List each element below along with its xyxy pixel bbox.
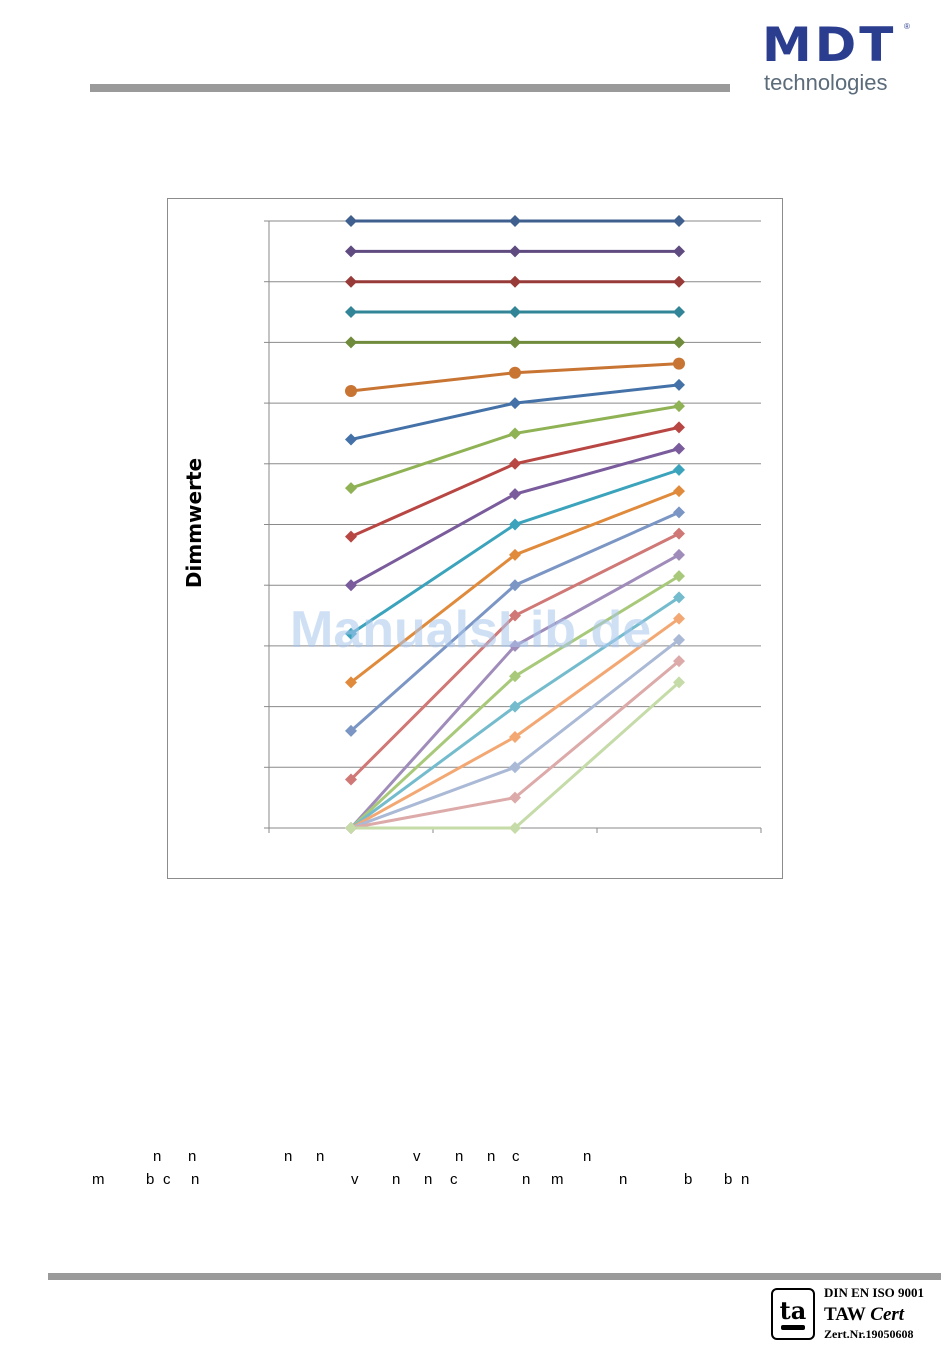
text-fragment-line1: n	[455, 1148, 464, 1165]
text-fragment-line1: n	[487, 1148, 496, 1165]
series-7-point	[345, 433, 357, 446]
series-20-point	[509, 791, 521, 804]
text-fragment-line2: n	[392, 1171, 401, 1188]
series-21-point	[345, 822, 357, 834]
series-3-point	[509, 275, 521, 288]
cert-issuer: TAW Cert	[824, 1304, 904, 1326]
series-9-point	[673, 421, 685, 434]
series-12-point	[345, 676, 357, 689]
text-fragment-line2: n	[522, 1171, 531, 1188]
series-17-point	[509, 700, 521, 713]
series-2-point	[345, 245, 357, 258]
series-6-point	[345, 384, 357, 397]
text-fragment-line2: n	[619, 1171, 628, 1188]
series-14-point	[345, 773, 357, 786]
series-20-point	[673, 655, 685, 668]
text-fragment-line2: b	[684, 1171, 693, 1188]
text-fragment-line1: n	[583, 1148, 592, 1165]
series-4-point	[345, 306, 357, 319]
series-9-point	[509, 457, 521, 470]
logo-mark: MDT	[762, 17, 897, 73]
series-1-point	[509, 215, 521, 227]
series-3-point	[673, 275, 685, 288]
series-13-point	[345, 724, 357, 737]
series-17-point	[673, 591, 685, 604]
series-19-point	[509, 761, 521, 774]
logo-subtitle: technologies	[764, 70, 888, 95]
series-2-point	[673, 245, 685, 258]
text-fragment-line2: m	[92, 1171, 105, 1188]
series-line-15	[349, 553, 680, 830]
text-fragment-line2: b	[146, 1171, 155, 1188]
text-fragment-line2: n	[741, 1171, 750, 1188]
series-12-point	[509, 548, 521, 561]
series-5-point	[345, 336, 357, 349]
text-fragment-line1: c	[512, 1148, 520, 1165]
series-18-point	[673, 612, 685, 625]
text-fragment-line2: m	[551, 1171, 564, 1188]
series-11-point	[345, 627, 357, 640]
series-19-point	[673, 633, 685, 646]
taw-cert-logo-icon: ta	[771, 1288, 815, 1340]
watermark: ManualsLib.de	[290, 601, 652, 659]
series-14-point	[509, 609, 521, 622]
series-5-point	[509, 336, 521, 349]
series-1-point	[345, 215, 357, 227]
cert-standard: DIN EN ISO 9001	[824, 1285, 925, 1300]
cert-issuer-suffix: Cert	[870, 1304, 905, 1325]
series-16-point	[509, 670, 521, 683]
series-15-point	[509, 639, 521, 652]
series-6-point	[509, 366, 521, 379]
text-fragment-line1: n	[188, 1148, 197, 1165]
series-2-point	[509, 245, 521, 258]
series-6-point	[673, 357, 685, 370]
series-21-point	[509, 822, 521, 834]
text-fragment-line2: c	[163, 1171, 171, 1188]
series-13-point	[509, 579, 521, 592]
series-14-point	[673, 527, 685, 540]
text-fragment-line2: b	[724, 1171, 733, 1188]
series-1-point	[673, 215, 685, 227]
dimming-chart	[264, 215, 762, 834]
text-fragment-line2: n	[424, 1171, 433, 1188]
y-axis-label-text: Dimmwerte	[182, 457, 206, 589]
text-fragment-line2: n	[191, 1171, 200, 1188]
series-18-point	[509, 730, 521, 743]
text-fragment-line1: v	[413, 1148, 421, 1165]
series-4-point	[509, 306, 521, 319]
series-16-point	[673, 570, 685, 583]
series-3-point	[345, 275, 357, 288]
series-line-8	[350, 404, 680, 490]
series-8-point	[673, 400, 685, 413]
text-fragment-line1: n	[284, 1148, 293, 1165]
certification-badge: ta DIN EN ISO 9001 TAW Cert Zert.Nr.1905…	[768, 1285, 943, 1345]
cert-number: Zert.Nr.19050608	[824, 1327, 914, 1341]
series-9-point	[345, 530, 357, 543]
series-11-point	[509, 518, 521, 531]
series-21-point	[673, 676, 685, 689]
series-5-point	[673, 336, 685, 349]
series-4-point	[673, 306, 685, 319]
chart-frame	[167, 198, 783, 879]
text-fragment-line2: v	[351, 1171, 359, 1188]
series-10-point	[509, 488, 521, 501]
series-12-point	[673, 485, 685, 498]
logo-registered-mark: ®	[904, 22, 910, 31]
series-10-point	[673, 442, 685, 455]
text-fragment-line1: n	[153, 1148, 162, 1165]
series-8-point	[345, 482, 357, 495]
mdt-logo: MDT ® technologies	[762, 17, 912, 98]
series-7-point	[509, 397, 521, 410]
series-15-point	[673, 548, 685, 561]
cert-issuer-name: TAW	[824, 1304, 866, 1325]
header-rule	[90, 84, 730, 92]
text-fragment-line2: c	[450, 1171, 458, 1188]
series-8-point	[509, 427, 521, 440]
series-11-point	[673, 463, 685, 476]
series-13-point	[673, 506, 685, 519]
series-7-point	[673, 378, 685, 391]
footer-rule	[48, 1273, 941, 1280]
series-10-point	[345, 579, 357, 592]
text-fragment-line1: n	[316, 1148, 325, 1165]
